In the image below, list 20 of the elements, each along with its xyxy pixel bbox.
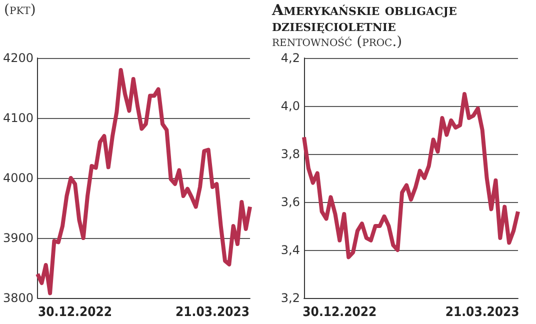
y-tick-label: 3800 [2, 291, 34, 305]
line-series [36, 68, 252, 296]
y-tick-label: 3900 [2, 231, 34, 245]
y-tick-label: 4100 [2, 111, 34, 125]
chart-subtitle: rentowność (proc.) [272, 34, 404, 50]
x-tick-label: 21.03.2023 [445, 305, 520, 320]
y-tick-label: 3,4 [280, 243, 300, 257]
chart-subtitle: (pkt) [4, 2, 37, 18]
x-tick-label: 30.12.2022 [38, 305, 112, 320]
chart-title: Amerykańskie obligacje dziesięcioletnie [272, 1, 458, 35]
y-tick-label: 4,0 [280, 99, 300, 113]
y-tick-label: 3,6 [280, 195, 300, 209]
y-tick-label: 3,8 [280, 147, 300, 161]
y-tick-label: 3,2 [280, 291, 300, 305]
y-tick-label: 4000 [2, 171, 34, 185]
x-tick-label: 30.12.2022 [302, 305, 377, 320]
y-tick-label: 4200 [2, 51, 34, 65]
x-tick-label: 21.03.2023 [176, 305, 250, 320]
y-tick-label: 4,2 [280, 51, 300, 65]
line-series [302, 92, 520, 260]
